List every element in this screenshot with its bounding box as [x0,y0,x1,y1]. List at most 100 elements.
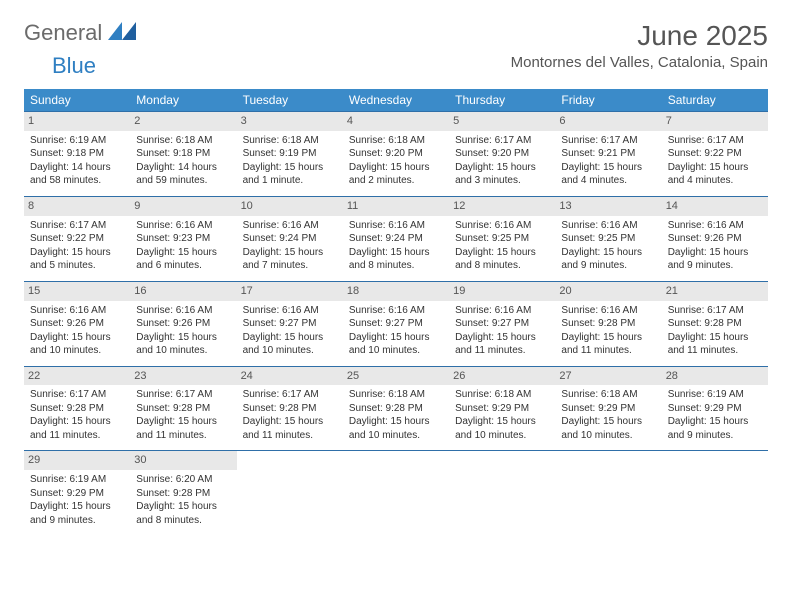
daylight-line: Daylight: 14 hours and 58 minutes. [30,161,124,188]
sunset-line: Sunset: 9:18 PM [30,147,124,161]
calendar-cell: 4Sunrise: 6:18 AMSunset: 9:20 PMDaylight… [343,112,449,197]
sunrise-line: Sunrise: 6:18 AM [136,134,230,148]
daylight-line: Daylight: 15 hours and 6 minutes. [136,246,230,273]
calendar-cell [555,451,661,535]
daylight-line: Daylight: 15 hours and 9 minutes. [30,500,124,527]
calendar-cell: 19Sunrise: 6:16 AMSunset: 9:27 PMDayligh… [449,281,555,366]
calendar-cell: 2Sunrise: 6:18 AMSunset: 9:18 PMDaylight… [130,112,236,197]
sunrise-line: Sunrise: 6:17 AM [243,388,337,402]
daylight-line: Daylight: 15 hours and 11 minutes. [243,415,337,442]
daylight-line: Daylight: 15 hours and 11 minutes. [30,415,124,442]
sunrise-line: Sunrise: 6:16 AM [30,304,124,318]
day-number: 7 [662,112,768,131]
calendar-week-row: 15Sunrise: 6:16 AMSunset: 9:26 PMDayligh… [24,281,768,366]
sunset-line: Sunset: 9:27 PM [243,317,337,331]
sunset-line: Sunset: 9:28 PM [668,317,762,331]
title-block: June 2025 Montornes del Valles, Cataloni… [511,20,768,71]
brand-logo: General [24,20,138,46]
sunrise-line: Sunrise: 6:19 AM [30,134,124,148]
sunrise-line: Sunrise: 6:17 AM [30,388,124,402]
sunset-line: Sunset: 9:29 PM [561,402,655,416]
day-number: 20 [555,282,661,301]
weekday-header: Saturday [662,89,768,112]
sunset-line: Sunset: 9:23 PM [136,232,230,246]
calendar-cell: 14Sunrise: 6:16 AMSunset: 9:26 PMDayligh… [662,196,768,281]
sunset-line: Sunset: 9:28 PM [243,402,337,416]
daylight-line: Daylight: 15 hours and 9 minutes. [668,246,762,273]
sunrise-line: Sunrise: 6:16 AM [349,304,443,318]
sunrise-line: Sunrise: 6:18 AM [455,388,549,402]
sunset-line: Sunset: 9:20 PM [349,147,443,161]
day-number: 13 [555,197,661,216]
sunrise-line: Sunrise: 6:19 AM [30,473,124,487]
day-number: 3 [237,112,343,131]
daylight-line: Daylight: 15 hours and 9 minutes. [561,246,655,273]
daylight-line: Daylight: 15 hours and 9 minutes. [668,415,762,442]
daylight-line: Daylight: 15 hours and 11 minutes. [561,331,655,358]
sunset-line: Sunset: 9:29 PM [668,402,762,416]
calendar-cell: 10Sunrise: 6:16 AMSunset: 9:24 PMDayligh… [237,196,343,281]
sunrise-line: Sunrise: 6:17 AM [30,219,124,233]
sunrise-line: Sunrise: 6:16 AM [349,219,443,233]
daylight-line: Daylight: 15 hours and 7 minutes. [243,246,337,273]
calendar-cell: 30Sunrise: 6:20 AMSunset: 9:28 PMDayligh… [130,451,236,535]
calendar-cell: 27Sunrise: 6:18 AMSunset: 9:29 PMDayligh… [555,366,661,451]
calendar-cell: 15Sunrise: 6:16 AMSunset: 9:26 PMDayligh… [24,281,130,366]
daylight-line: Daylight: 15 hours and 10 minutes. [243,331,337,358]
calendar-cell: 25Sunrise: 6:18 AMSunset: 9:28 PMDayligh… [343,366,449,451]
day-number: 2 [130,112,236,131]
sunset-line: Sunset: 9:29 PM [30,487,124,501]
calendar-cell: 13Sunrise: 6:16 AMSunset: 9:25 PMDayligh… [555,196,661,281]
sunrise-line: Sunrise: 6:18 AM [561,388,655,402]
calendar-week-row: 22Sunrise: 6:17 AMSunset: 9:28 PMDayligh… [24,366,768,451]
day-number: 22 [24,367,130,386]
sunset-line: Sunset: 9:26 PM [136,317,230,331]
calendar-cell: 24 Sunrise: 6:17 AMSunset: 9:28 PMDayligh… [237,366,343,451]
day-number: 16 [130,282,236,301]
day-number: 18 [343,282,449,301]
calendar-cell: 1Sunrise: 6:19 AMSunset: 9:18 PMDaylight… [24,112,130,197]
daylight-line: Daylight: 15 hours and 2 minutes. [349,161,443,188]
day-number: 24 [237,367,343,386]
day-number: 14 [662,197,768,216]
calendar-cell: 28Sunrise: 6:19 AMSunset: 9:29 PMDayligh… [662,366,768,451]
calendar-cell: 6Sunrise: 6:17 AMSunset: 9:21 PMDaylight… [555,112,661,197]
sunrise-line: Sunrise: 6:17 AM [136,388,230,402]
daylight-line: Daylight: 15 hours and 8 minutes. [455,246,549,273]
sunrise-line: Sunrise: 6:17 AM [561,134,655,148]
sunset-line: Sunset: 9:22 PM [30,232,124,246]
weekday-header: Sunday [24,89,130,112]
sunset-line: Sunset: 9:20 PM [455,147,549,161]
day-number: 26 [449,367,555,386]
month-title: June 2025 [511,20,768,52]
sunrise-line: Sunrise: 6:16 AM [455,219,549,233]
calendar-cell: 7Sunrise: 6:17 AMSunset: 9:22 PMDaylight… [662,112,768,197]
daylight-line: Daylight: 15 hours and 10 minutes. [136,331,230,358]
daylight-line: Daylight: 15 hours and 1 minute. [243,161,337,188]
day-number: 21 [662,282,768,301]
daylight-line: Daylight: 15 hours and 10 minutes. [349,415,443,442]
calendar-cell: 26Sunrise: 6:18 AMSunset: 9:29 PMDayligh… [449,366,555,451]
daylight-line: Daylight: 15 hours and 10 minutes. [30,331,124,358]
daylight-line: Daylight: 15 hours and 11 minutes. [136,415,230,442]
sunset-line: Sunset: 9:28 PM [136,487,230,501]
day-number: 10 [237,197,343,216]
calendar-cell: 23Sunrise: 6:17 AMSunset: 9:28 PMDayligh… [130,366,236,451]
weekday-header: Friday [555,89,661,112]
calendar-cell: 17Sunrise: 6:16 AMSunset: 9:27 PMDayligh… [237,281,343,366]
sunrise-line: Sunrise: 6:16 AM [455,304,549,318]
sunrise-line: Sunrise: 6:17 AM [668,134,762,148]
sunset-line: Sunset: 9:26 PM [668,232,762,246]
weekday-header: Monday [130,89,236,112]
calendar-cell: 21Sunrise: 6:17 AMSunset: 9:28 PMDayligh… [662,281,768,366]
calendar-body: 1Sunrise: 6:19 AMSunset: 9:18 PMDaylight… [24,112,768,536]
day-number: 23 [130,367,236,386]
sunrise-line: Sunrise: 6:16 AM [136,304,230,318]
day-number: 5 [449,112,555,131]
sunset-line: Sunset: 9:24 PM [349,232,443,246]
sunset-line: Sunset: 9:21 PM [561,147,655,161]
daylight-line: Daylight: 15 hours and 5 minutes. [30,246,124,273]
brand-triangle-icon [108,22,136,45]
sunrise-line: Sunrise: 6:18 AM [349,388,443,402]
sunset-line: Sunset: 9:22 PM [668,147,762,161]
